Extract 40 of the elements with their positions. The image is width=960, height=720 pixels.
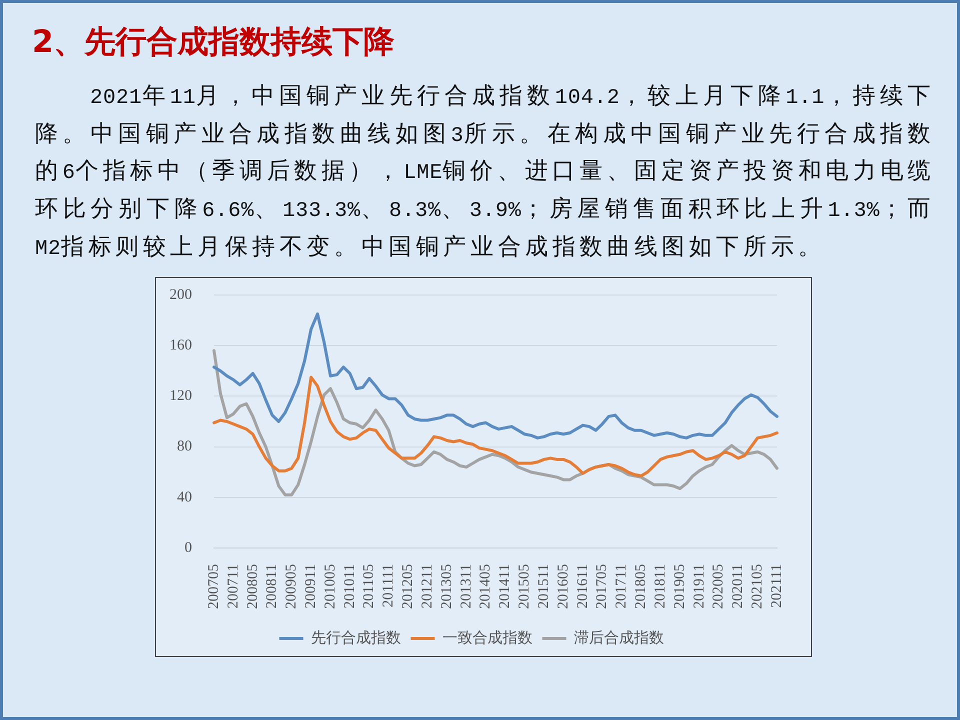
x-tick-label: 200705	[206, 564, 222, 609]
x-tick-label: 201605	[555, 564, 572, 609]
x-tick-label: 201805	[633, 564, 650, 609]
x-tick-label: 202011	[730, 564, 746, 608]
x-tick-label: 201211	[419, 564, 436, 608]
x-tick-label: 201611	[574, 564, 591, 608]
y-tick-label: 160	[170, 338, 192, 354]
x-tick-label: 200805	[244, 564, 261, 609]
legend-label: 先行合成指数	[310, 628, 401, 646]
legend-label: 滞后合成指数	[574, 628, 664, 646]
x-tick-label: 201705	[594, 564, 610, 609]
x-tick-label: 200811	[264, 564, 280, 608]
x-tick-label: 201811	[652, 564, 668, 608]
y-tick-label: 40	[177, 489, 192, 506]
x-tick-label: 201205	[400, 564, 416, 609]
x-tick-label: 201905	[672, 564, 688, 609]
x-tick-label: 202105	[750, 564, 766, 609]
x-tick-label: 201911	[691, 564, 708, 608]
x-tick-label: 201711	[614, 564, 630, 608]
x-tick-label: 201411	[497, 564, 514, 608]
x-tick-label: 201505	[516, 564, 533, 609]
x-tick-label: 201311	[458, 564, 474, 608]
x-tick-label: 201405	[478, 564, 494, 609]
y-tick-label: 120	[170, 388, 192, 404]
x-tick-label: 200711	[225, 564, 242, 608]
y-tick-label: 200	[170, 286, 192, 303]
x-tick-label: 202111	[768, 564, 785, 608]
chart-title: 2、先行合成指数持续下降	[32, 23, 395, 61]
y-tick-label: 80	[177, 438, 192, 455]
x-tick-label: 201011	[342, 564, 358, 608]
x-tick-label: 201305	[438, 564, 455, 609]
x-tick-label: 201005	[322, 564, 338, 609]
x-tick-label: 202005	[710, 564, 727, 609]
x-tick-label: 201511	[536, 564, 552, 608]
x-tick-label: 201105	[361, 564, 378, 608]
x-tick-label: 200911	[303, 564, 320, 608]
y-tick-label: 0	[184, 540, 192, 556]
x-tick-label: 201111	[380, 564, 397, 608]
legend-label: 一致合成指数	[442, 628, 532, 646]
x-tick-label: 200905	[284, 564, 300, 609]
